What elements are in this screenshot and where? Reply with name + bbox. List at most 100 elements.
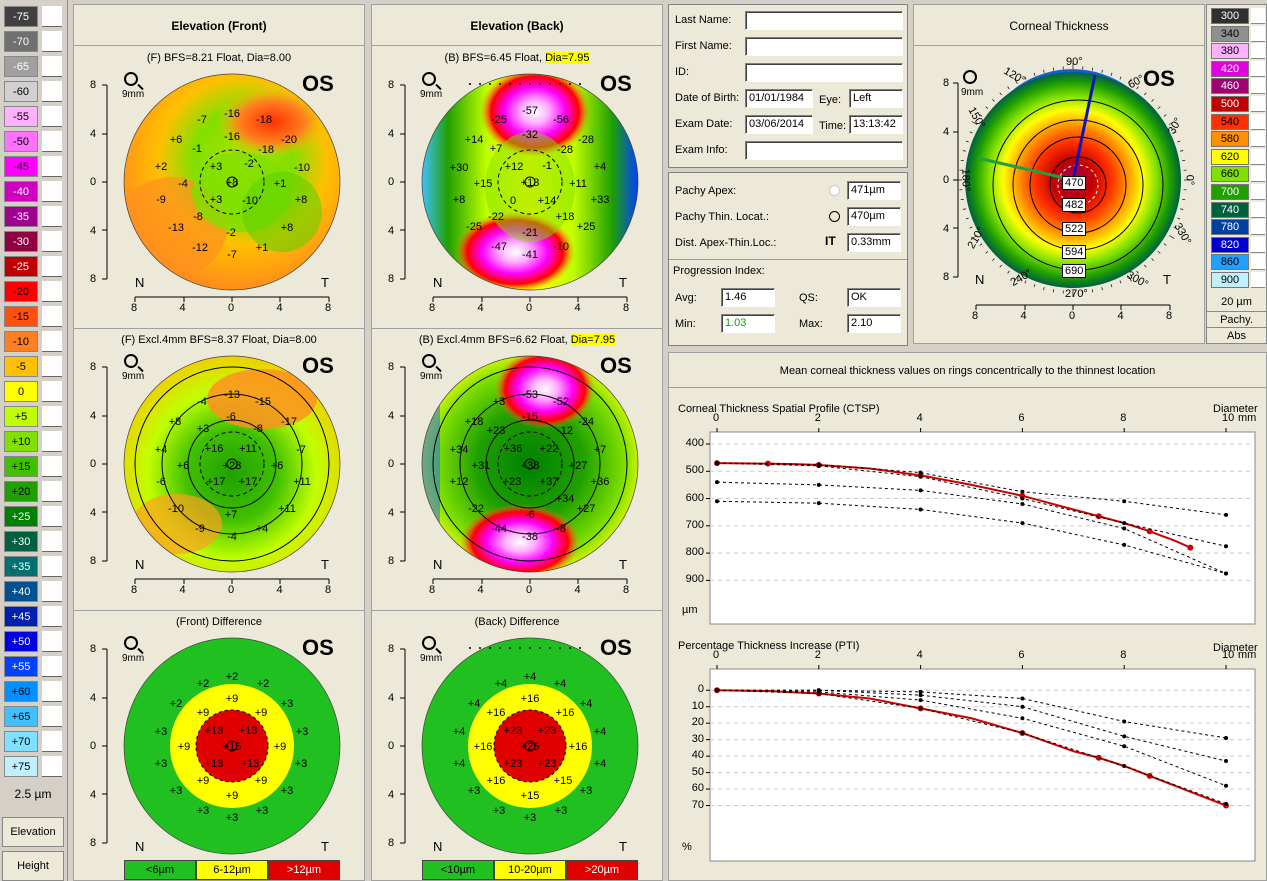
back-legend-high: >20µm — [566, 860, 638, 880]
elevation-scale-tick — [42, 481, 62, 502]
y-axis-tick-label: 4 — [90, 788, 97, 801]
scale-step-label[interactable]: 2.5 µm — [14, 787, 52, 801]
abs-mode-button[interactable]: Abs — [1207, 327, 1266, 342]
elevation-scale-tick — [42, 681, 62, 702]
pachy-scale-tick — [1251, 166, 1265, 183]
zoom-icon[interactable] — [422, 636, 436, 650]
pachy-scale-item: 700 — [1211, 184, 1249, 200]
elevation-scale-tick — [42, 106, 62, 127]
nasal-label: N — [433, 557, 443, 572]
front-legend-low: <6µm — [124, 860, 196, 880]
y-axis-tick-label: 8 — [388, 273, 395, 285]
pachy-scale-item: 620 — [1211, 148, 1249, 165]
x-axis-tick-label: 0 — [228, 584, 235, 596]
ctsp-diameter-label: Diameter — [1213, 403, 1258, 415]
pachy-scale-item: 460 — [1211, 78, 1249, 95]
dist-apex-thin-field[interactable]: 0.33mm — [847, 233, 901, 252]
pachy-mode-button[interactable]: Pachy. — [1207, 311, 1266, 326]
last-name-field[interactable] — [745, 11, 903, 30]
elevation-scale-tick — [42, 231, 62, 252]
elevation-scale-tick — [42, 181, 62, 202]
y-axis-tick-label: 8 — [388, 837, 395, 849]
zoom-icon[interactable] — [124, 72, 138, 86]
x-axis-tick-label: 8 — [325, 302, 332, 314]
front-legend-high: >12µm — [268, 860, 340, 880]
elevation-scale-tick — [42, 356, 62, 377]
y-axis-tick-label: 0 — [90, 740, 97, 752]
pachy-scale-tick — [1251, 254, 1265, 271]
dob-field[interactable]: 01/01/1984 — [745, 89, 813, 108]
thickness-y-tick: 4 — [943, 125, 950, 138]
pachy-scale-tick — [1251, 219, 1265, 236]
thickness-ring-value: 594 — [1062, 245, 1087, 259]
elevation-scale-item: +60 — [4, 681, 38, 702]
angle-label: 90° — [1066, 56, 1083, 68]
thickness-zoom-label: 9mm — [961, 87, 984, 98]
apex-marker-icon — [829, 185, 840, 196]
height-mode-button[interactable]: Height — [2, 851, 64, 881]
pachy-scale-tick — [1251, 113, 1265, 130]
progression-avg-field[interactable]: 1.46 — [721, 288, 775, 307]
temporal-label: T — [321, 839, 329, 854]
thickness-y-tick: 0 — [943, 174, 950, 186]
y-tick-label: 60 — [691, 782, 704, 795]
progression-max-field[interactable]: 2.10 — [847, 314, 901, 333]
zoom-level-label: 9mm — [420, 89, 443, 100]
thickness-y-tick: 4 — [943, 222, 950, 235]
exam-time-field[interactable]: 13:13:42 — [849, 115, 903, 134]
elevation-scale-item: -50 — [4, 131, 38, 152]
exam-date-field[interactable]: 03/06/2014 — [745, 115, 813, 134]
eye-os-label: OS — [600, 71, 632, 96]
x-axis-tick-label: 4 — [477, 584, 484, 596]
eye-field[interactable]: Left — [849, 89, 903, 108]
pachy-scale-tick — [1251, 96, 1265, 112]
pachy-apex-field[interactable]: 471µm — [847, 181, 901, 200]
x-tick-label: 10 — [1222, 649, 1235, 661]
y-tick-label: 400 — [685, 437, 704, 449]
front-map1-caption: (F) BFS=8.21 Float, Dia=8.00 — [146, 52, 292, 64]
charts-panel-title: Mean corneal thickness values on rings c… — [779, 365, 1156, 377]
elevation-scale-item: +50 — [4, 631, 38, 652]
elevation-scale-item: +65 — [4, 706, 38, 727]
y-axis-tick-label: 8 — [90, 643, 97, 655]
zoom-icon[interactable] — [124, 636, 138, 650]
elevation-scale-tick — [42, 456, 62, 477]
elevation-scale-item: +35 — [4, 556, 38, 577]
x-axis-tick-label: 8 — [325, 584, 332, 596]
pachy-thin-field[interactable]: 470µm — [847, 207, 901, 226]
back-legend-mid: 10-20µm — [494, 860, 566, 880]
pachy-scale-tick — [1251, 131, 1265, 148]
first-name-field[interactable] — [745, 37, 903, 56]
zoom-icon[interactable] — [422, 72, 436, 86]
pachy-step-label[interactable]: 20 µm — [1221, 296, 1252, 308]
progression-min-field[interactable]: 1.03 — [721, 314, 775, 333]
thickness-x-tick: 8 — [972, 310, 979, 322]
qs-field[interactable]: OK — [847, 288, 901, 307]
thickness-x-tick: 4 — [1020, 310, 1027, 322]
zoom-icon[interactable] — [124, 354, 138, 368]
elevation-mode-button[interactable]: Elevation — [2, 817, 64, 847]
pachy-scale-item: 580 — [1211, 131, 1249, 148]
x-axis-tick-label: 8 — [623, 302, 630, 314]
zoom-icon[interactable] — [422, 354, 436, 368]
x-axis-tick-label: 4 — [574, 302, 581, 314]
elevation-scale-tick — [42, 81, 62, 102]
thickness-x-tick: 0 — [1069, 310, 1076, 322]
x-axis-tick-label: 8 — [429, 302, 436, 314]
pachy-scale-tick — [1251, 201, 1265, 218]
elevation-scale-tick — [42, 156, 62, 177]
angle-label: 0° — [1183, 174, 1196, 186]
thickness-y-tick: 8 — [943, 271, 950, 283]
thickness-zoom-icon[interactable] — [963, 70, 977, 84]
elevation-scale-item: -30 — [4, 231, 38, 252]
elevation-scale-item: -70 — [4, 31, 38, 52]
thickness-ring-value: 690 — [1062, 264, 1087, 278]
id-field[interactable] — [745, 63, 903, 82]
x-tick-label: 6 — [1018, 412, 1025, 424]
pachy-scale-tick — [1251, 8, 1265, 24]
exam-info-field[interactable] — [745, 141, 903, 160]
front-legend-mid: 6-12µm — [196, 860, 268, 880]
temporal-label: T — [619, 839, 627, 854]
thickness-eye-label: OS — [1143, 66, 1175, 91]
y-axis-tick-label: 8 — [388, 79, 395, 91]
